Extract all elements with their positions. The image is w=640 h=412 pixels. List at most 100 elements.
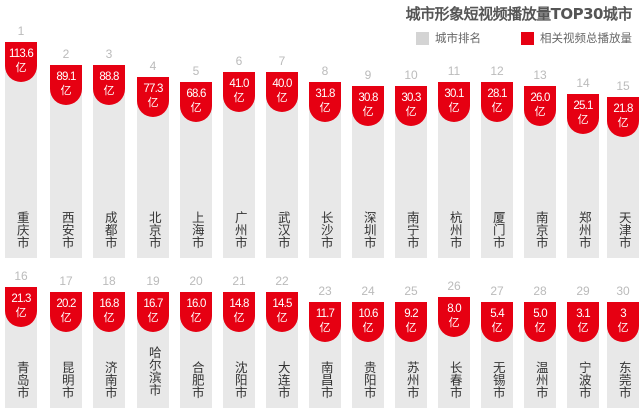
- value-number: 8.0: [447, 303, 461, 315]
- value-unit: 亿: [147, 96, 159, 109]
- value-unit: 亿: [60, 311, 72, 324]
- value-unit: 亿: [362, 105, 374, 118]
- rank-label: 27: [490, 284, 504, 298]
- legend-item-rank: 城市排名: [416, 30, 481, 46]
- rank-label: 30: [616, 284, 630, 298]
- value-unit: 亿: [448, 101, 460, 114]
- rank-label: 7: [278, 54, 286, 68]
- value-badge: 88.8 亿: [93, 65, 125, 105]
- legend-swatch-red: [521, 31, 534, 45]
- city-name: 合肥市: [189, 360, 205, 399]
- rank-label: 17: [59, 274, 73, 288]
- value-badge: 14.8 亿: [223, 292, 255, 332]
- value-number: 3.1: [576, 308, 590, 320]
- value-unit: 亿: [319, 101, 331, 114]
- rank-label: 12: [490, 64, 504, 78]
- city-name: 宁波市: [576, 360, 592, 399]
- rank-label: 10: [404, 68, 418, 82]
- city-name: 郑州市: [576, 210, 592, 249]
- value-badge: 77.3 亿: [137, 77, 169, 117]
- city-name: 无锡市: [490, 360, 506, 399]
- rank-label: 20: [189, 274, 203, 288]
- value-number: 88.8: [99, 71, 119, 83]
- rank-label: 15: [616, 79, 630, 93]
- rank-label: 29: [576, 284, 590, 298]
- city-name: 广州市: [232, 210, 248, 249]
- legend-label: 城市排名: [435, 31, 481, 45]
- value-badge: 9.2 亿: [395, 302, 427, 342]
- value-unit: 亿: [491, 101, 503, 114]
- value-badge: 5.0 亿: [524, 302, 556, 342]
- value-unit: 亿: [617, 116, 629, 129]
- value-number: 11.7: [315, 308, 335, 320]
- city-name: 东莞市: [616, 360, 632, 399]
- value-badge: 30.8 亿: [352, 86, 384, 126]
- value-badge: 28.1 亿: [481, 82, 513, 122]
- city-name: 深圳市: [361, 210, 377, 249]
- value-badge: 8.0 亿: [438, 297, 470, 337]
- rank-bar: [5, 52, 37, 258]
- value-number: 30.1: [444, 88, 464, 100]
- rank-label: 16: [14, 269, 28, 283]
- rank-label: 8: [321, 64, 329, 78]
- rank-label: 5: [192, 64, 200, 78]
- city-name: 北京市: [146, 210, 162, 249]
- value-unit: 亿: [276, 91, 288, 104]
- city-name: 西安市: [59, 210, 75, 249]
- legend-swatch-gray: [416, 31, 429, 45]
- value-badge: 26.0 亿: [524, 86, 556, 126]
- value-number: 113.6: [9, 48, 34, 60]
- value-number: 41.0: [229, 78, 249, 90]
- value-unit: 亿: [233, 91, 245, 104]
- rank-label: 13: [533, 68, 547, 82]
- value-badge: 68.6 亿: [180, 82, 212, 122]
- value-number: 16.8: [99, 298, 119, 310]
- rank-label: 3: [105, 47, 113, 61]
- value-number: 9.2: [404, 308, 418, 320]
- city-name: 南宁市: [404, 210, 420, 249]
- city-name: 长春市: [447, 360, 463, 399]
- rank-label: 4: [149, 59, 157, 73]
- value-badge: 89.1 亿: [50, 65, 82, 105]
- city-name: 长沙市: [318, 210, 334, 249]
- value-unit: 亿: [15, 306, 27, 319]
- value-badge: 113.6 亿: [5, 42, 37, 82]
- rank-label: 19: [146, 274, 160, 288]
- rank-label: 2: [62, 47, 70, 61]
- value-number: 16.0: [186, 298, 206, 310]
- rank-label: 26: [447, 279, 461, 293]
- rank-label: 28: [533, 284, 547, 298]
- city-name: 苏州市: [404, 360, 420, 399]
- value-number: 30.8: [358, 92, 378, 104]
- value-unit: 亿: [617, 321, 629, 334]
- value-badge: 21.3 亿: [5, 287, 37, 327]
- value-unit: 亿: [233, 311, 245, 324]
- rank-label: 9: [364, 68, 372, 82]
- city-name: 厦门市: [490, 210, 506, 249]
- value-badge: 14.5 亿: [266, 292, 298, 332]
- value-unit: 亿: [405, 105, 417, 118]
- value-badge: 30.1 亿: [438, 82, 470, 122]
- value-unit: 亿: [319, 321, 331, 334]
- value-badge: 30.3 亿: [395, 86, 427, 126]
- value-number: 25.1: [573, 100, 593, 112]
- value-number: 28.1: [487, 88, 507, 100]
- rank-label: 14: [576, 76, 590, 90]
- value-badge: 16.0 亿: [180, 292, 212, 332]
- value-unit: 亿: [405, 321, 417, 334]
- city-name: 温州市: [533, 360, 549, 399]
- city-name: 上海市: [189, 210, 205, 249]
- rank-label: 25: [404, 284, 418, 298]
- value-unit: 亿: [60, 84, 72, 97]
- value-unit: 亿: [190, 101, 202, 114]
- city-name: 哈尔滨市: [146, 346, 162, 396]
- value-number: 5.0: [533, 308, 547, 320]
- rank-label: 24: [361, 284, 375, 298]
- city-name: 南京市: [533, 210, 549, 249]
- city-name: 青岛市: [14, 360, 30, 399]
- value-number: 68.6: [186, 88, 206, 100]
- value-badge: 16.7 亿: [137, 292, 169, 332]
- value-unit: 亿: [190, 311, 202, 324]
- city-name: 大连市: [275, 360, 291, 399]
- value-number: 3: [620, 308, 626, 320]
